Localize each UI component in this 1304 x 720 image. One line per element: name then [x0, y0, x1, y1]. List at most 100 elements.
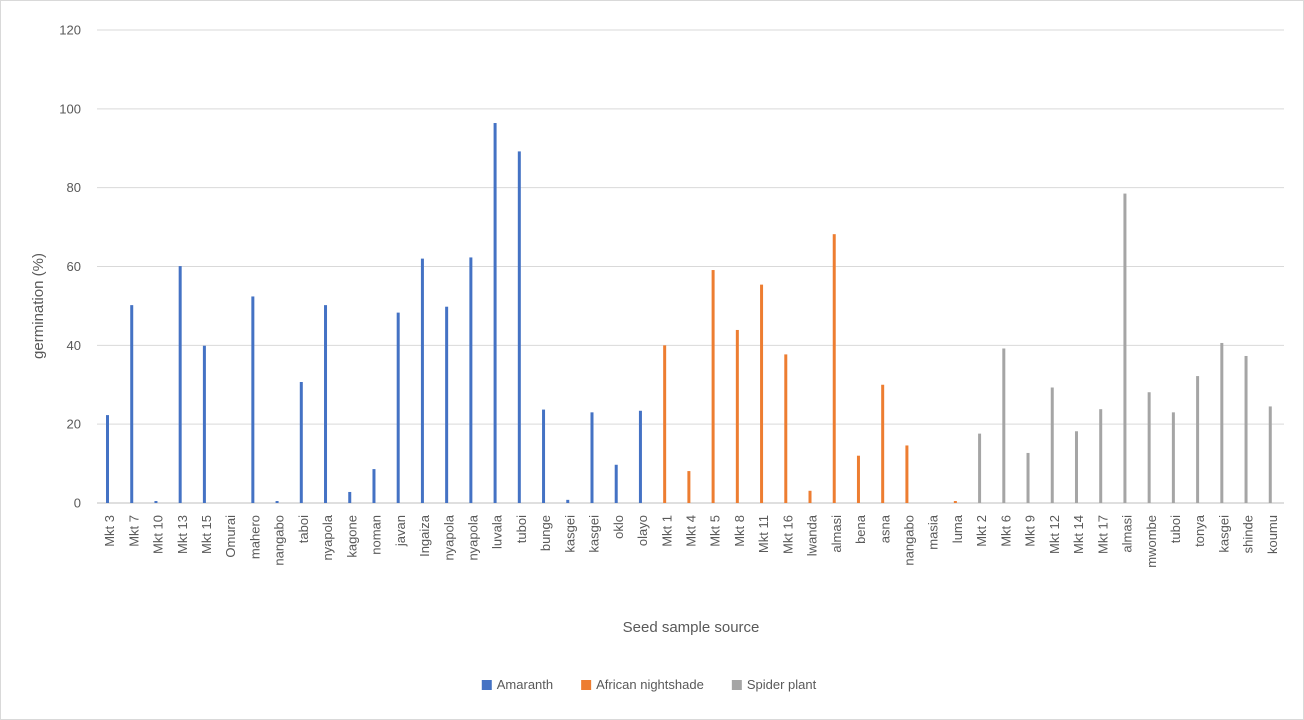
- y-axis-title: germination (%): [30, 253, 47, 359]
- bar: [687, 471, 691, 503]
- x-tick-label: tuboi: [1168, 515, 1183, 543]
- x-tick-label: noman: [369, 515, 384, 555]
- x-tick-label: Mkt 1: [659, 515, 674, 547]
- legend-swatch: [481, 680, 492, 690]
- x-tick-label: Mkt 13: [175, 515, 190, 554]
- bar: [856, 455, 860, 503]
- y-tick-label: 100: [59, 101, 81, 116]
- bar: [1196, 376, 1200, 503]
- legend: Amaranth African nightshade Spider plant: [481, 677, 817, 692]
- bar: [299, 381, 303, 503]
- bar: [614, 464, 618, 503]
- x-tick-label: asna: [877, 514, 892, 543]
- bar: [808, 490, 812, 503]
- x-tick-label: oklo: [611, 515, 626, 539]
- bar: [711, 270, 715, 503]
- bar: [978, 433, 982, 503]
- x-tick-label: kasgei: [587, 515, 602, 553]
- x-tick-label: nyapola: [465, 514, 480, 560]
- x-tick-label: javan: [393, 515, 408, 547]
- x-tick-label: bunge: [538, 515, 553, 551]
- bar: [1244, 355, 1248, 503]
- bar: [106, 415, 109, 503]
- x-tick-label: Mkt 3: [102, 515, 117, 547]
- x-tick-label: Mkt 7: [126, 515, 141, 547]
- x-tick-label: lwanda: [805, 514, 820, 556]
- bar: [735, 329, 739, 503]
- x-tick-label: koumu: [1265, 515, 1280, 554]
- x-tick-label: olayo: [635, 515, 650, 546]
- legend-label: Spider plant: [747, 677, 817, 692]
- bar: [251, 296, 255, 503]
- x-tick-label: shinde: [1241, 515, 1256, 553]
- x-tick-label: Mkt 14: [1071, 515, 1086, 554]
- x-tick-label: Ingaiza: [417, 514, 432, 557]
- bar: [420, 258, 424, 503]
- y-tick-label: 80: [67, 180, 81, 195]
- bar: [663, 345, 667, 503]
- bar: [1147, 392, 1151, 503]
- bar: [832, 234, 836, 503]
- bar: [1268, 406, 1272, 503]
- x-tick-label: almasi: [1120, 515, 1135, 553]
- x-axis-title: Seed sample source: [623, 619, 760, 636]
- x-tick-label: mwombe: [1144, 515, 1159, 568]
- x-axis-ticks: Mkt 3 Mkt 7 Mkt 10 Mkt 13 Mkt 15 Omurai mahero…: [102, 514, 1280, 568]
- bar: [590, 412, 594, 503]
- x-tick-label: nyapola: [441, 514, 456, 560]
- bar: [760, 284, 764, 503]
- legend-label: African nightshade: [596, 677, 704, 692]
- bar: [1220, 342, 1224, 503]
- bar: [953, 501, 957, 503]
- legend-label: Amaranth: [497, 677, 553, 692]
- x-tick-label: tuboi: [514, 515, 529, 543]
- bar: [638, 410, 642, 503]
- y-tick-label: 60: [67, 259, 81, 274]
- x-tick-label: kagone: [344, 515, 359, 558]
- bar: [130, 305, 134, 503]
- bar: [1123, 193, 1127, 503]
- x-tick-label: Mkt 15: [199, 515, 214, 554]
- bar: [1074, 431, 1078, 503]
- x-tick-label: almasi: [829, 515, 844, 553]
- bar: [517, 151, 521, 504]
- x-tick-label: Mkt 4: [684, 515, 699, 547]
- bar: [784, 354, 788, 503]
- bar: [396, 312, 400, 503]
- x-tick-label: bena: [853, 514, 868, 544]
- x-tick-label: nangabo: [902, 515, 917, 566]
- y-tick-label: 120: [59, 23, 81, 38]
- x-tick-label: kasgei: [1216, 515, 1231, 553]
- bar: [493, 123, 497, 504]
- gridlines: [97, 29, 1284, 504]
- x-tick-label: Mkt 17: [1095, 515, 1110, 554]
- bars: [106, 123, 1272, 504]
- x-tick-label: Mkt 10: [151, 515, 166, 554]
- x-tick-label: Mkt 9: [1023, 515, 1038, 547]
- y-axis-ticks: 0 20 40 60 80 100 120: [59, 23, 81, 511]
- x-tick-label: luma: [950, 514, 965, 543]
- x-tick-label: Mkt 8: [732, 515, 747, 547]
- x-tick-label: Mkt 16: [780, 515, 795, 554]
- x-tick-label: Mkt 11: [756, 515, 771, 553]
- x-tick-label: nangabo: [272, 515, 287, 566]
- x-tick-label: nyapola: [320, 514, 335, 560]
- x-tick-label: mahero: [247, 515, 262, 559]
- bar: [1002, 348, 1006, 503]
- bar: [881, 384, 885, 503]
- x-tick-label: kasgei: [562, 515, 577, 553]
- x-tick-label: Omurai: [223, 515, 238, 558]
- y-tick-label: 40: [67, 338, 81, 353]
- y-tick-label: 20: [67, 417, 81, 432]
- legend-swatch: [731, 680, 742, 690]
- x-tick-label: masia: [926, 514, 941, 549]
- bar: [566, 499, 570, 503]
- bar: [542, 409, 546, 503]
- bar: [202, 345, 206, 503]
- bar: [1171, 412, 1175, 503]
- x-tick-label: Mkt 5: [708, 515, 723, 547]
- bar: [275, 501, 279, 503]
- bar: [445, 306, 449, 503]
